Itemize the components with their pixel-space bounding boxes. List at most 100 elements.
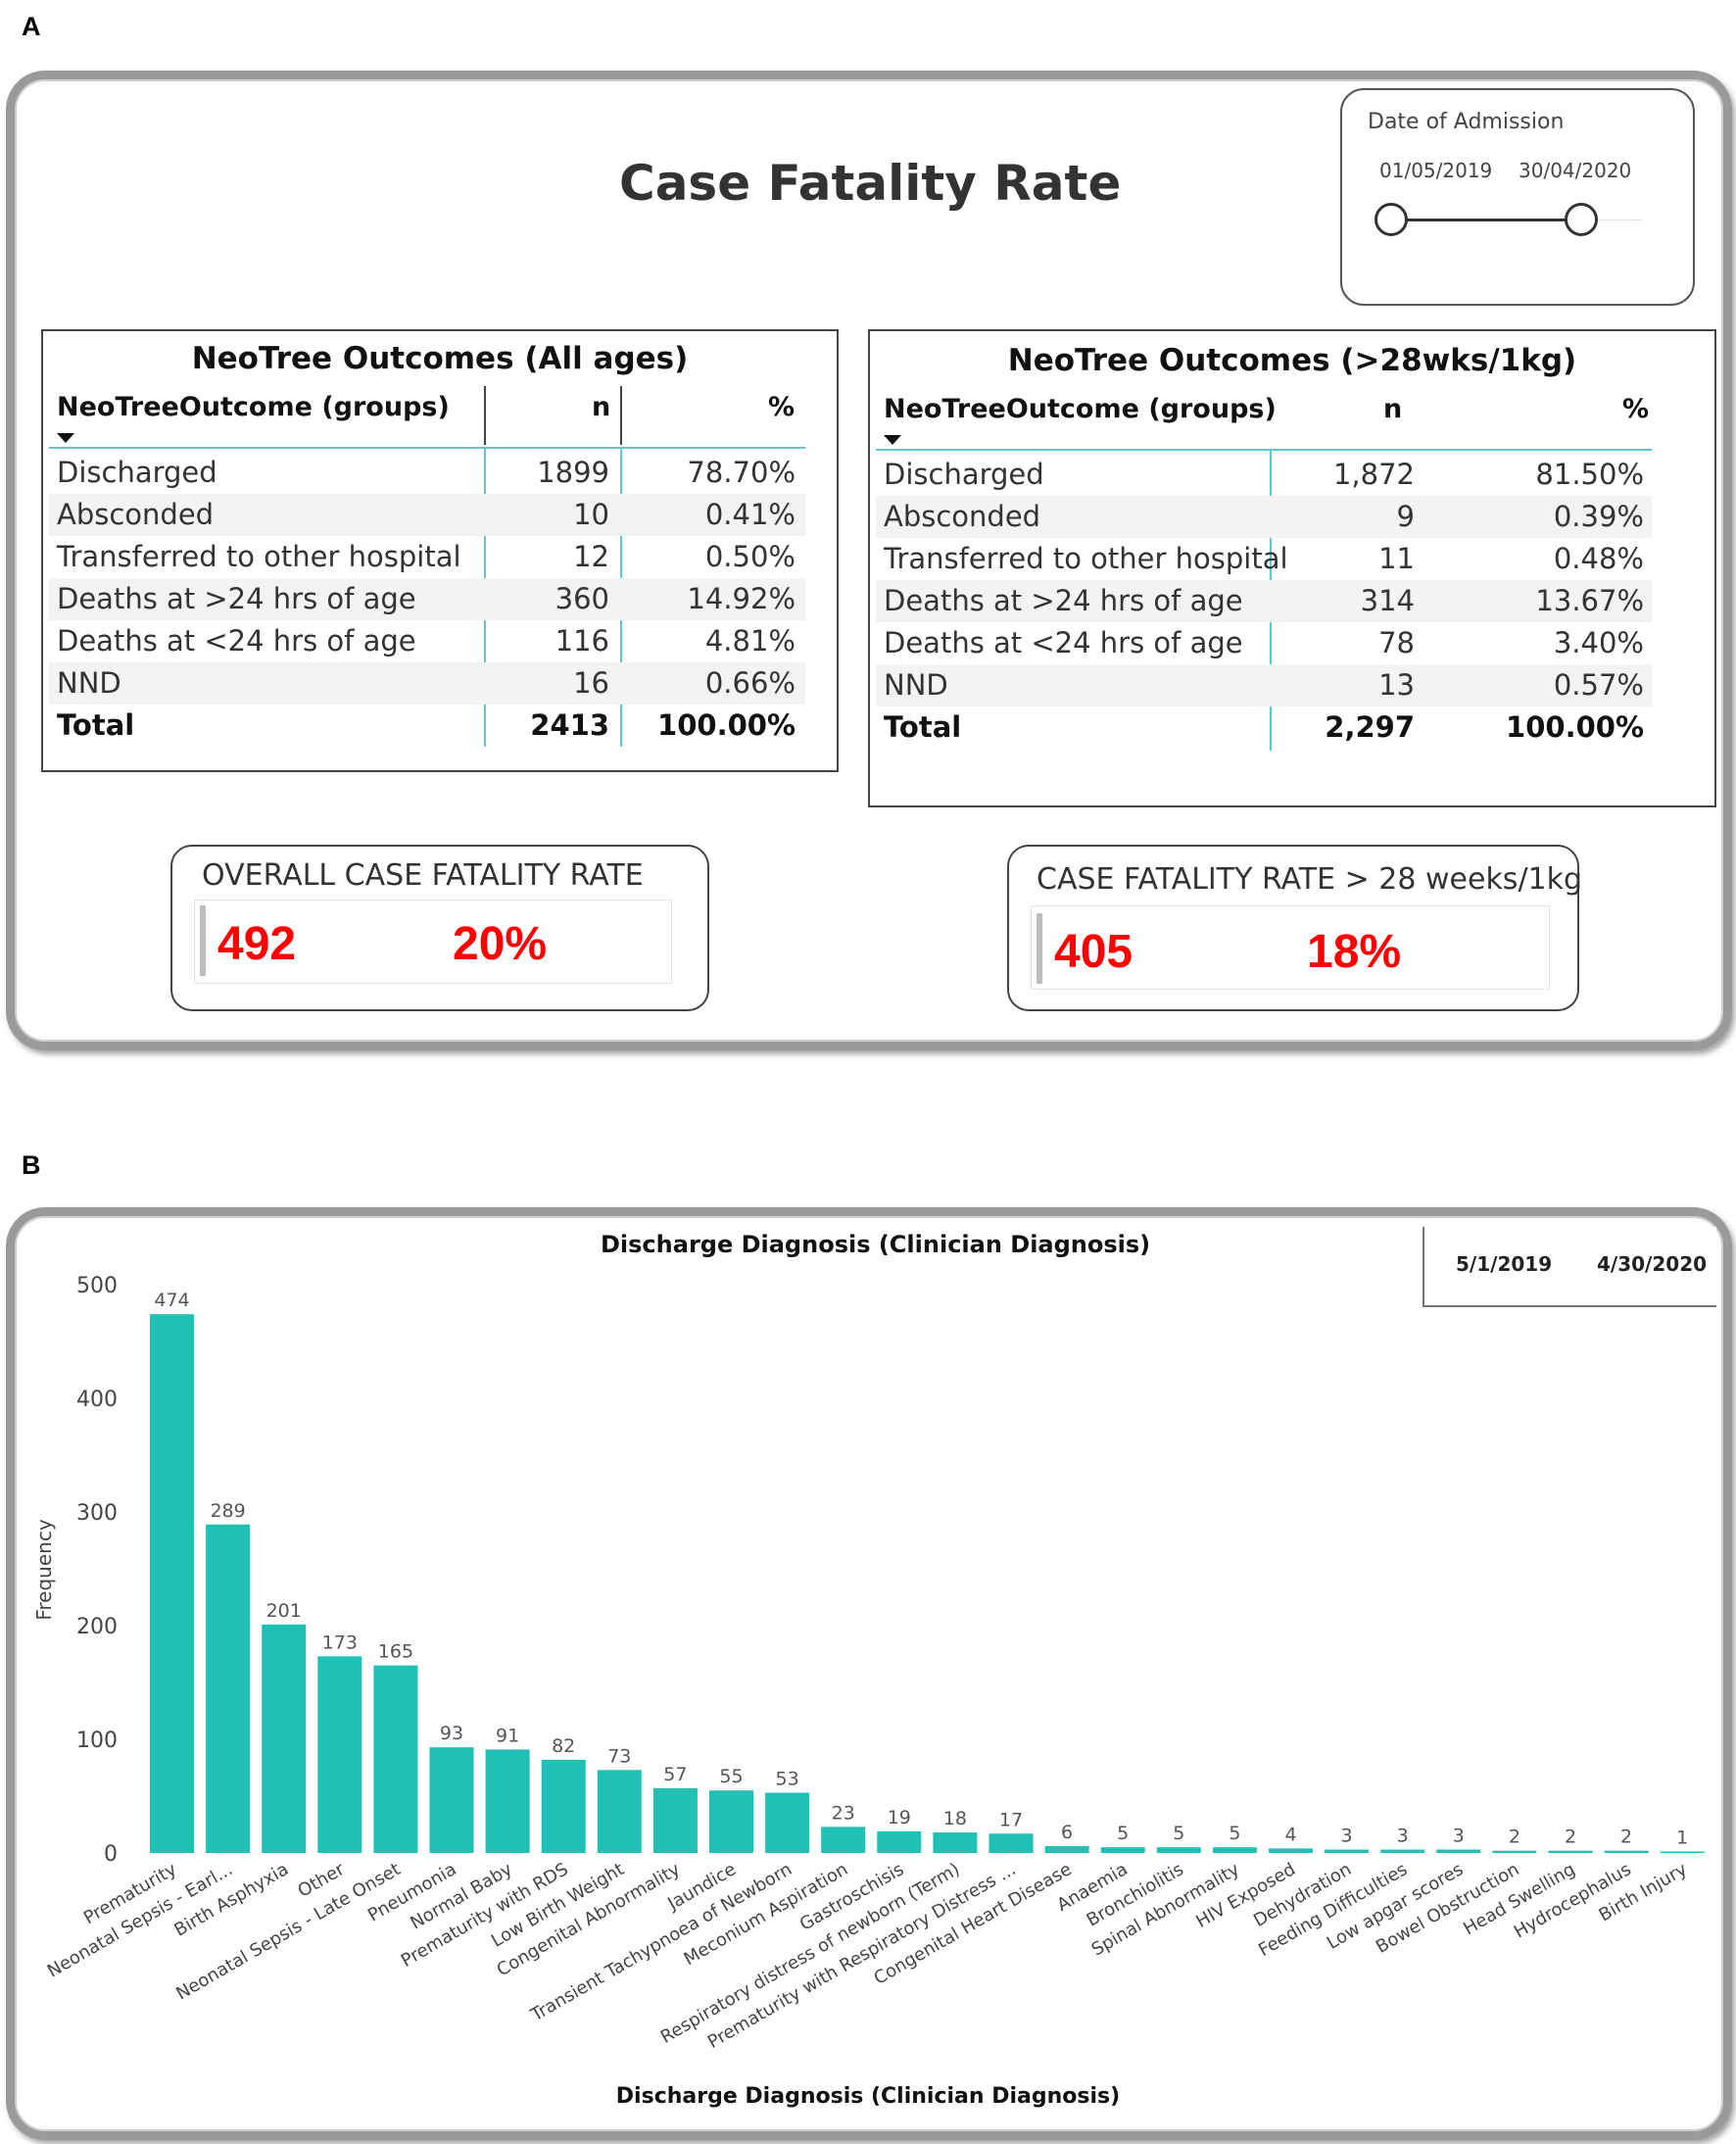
date-slicer-start: 01/05/2019	[1379, 159, 1493, 182]
total-pct: 100.00%	[657, 708, 796, 742]
kpi-value-box	[1031, 905, 1550, 990]
bar	[933, 1832, 978, 1853]
row-n: 1899	[537, 456, 609, 489]
bar-value-label: 5	[1173, 1823, 1184, 1844]
row-pct: 13.67%	[1535, 584, 1644, 617]
kpi-label: OVERALL CASE FATALITY RATE	[202, 858, 644, 893]
bar-value-label: 6	[1061, 1822, 1073, 1843]
bar-value-label: 289	[210, 1500, 245, 1522]
bar-value-label: 17	[999, 1809, 1023, 1830]
bar-value-label: 5	[1229, 1823, 1240, 1844]
y-tick-label: 300	[76, 1501, 118, 1526]
row-pct: 3.40%	[1553, 626, 1644, 659]
total-pct: 100.00%	[1506, 710, 1644, 744]
bar	[429, 1747, 474, 1853]
bar-value-label: 2	[1620, 1827, 1632, 1848]
row-pct: 0.66%	[704, 666, 796, 700]
sort-desc-icon[interactable]	[57, 433, 74, 443]
row-n: 10	[573, 498, 609, 531]
date-slider-start-handle[interactable]	[1374, 203, 1408, 236]
header-underline	[876, 449, 1652, 451]
panel-label-a: A	[22, 12, 41, 41]
column-header-outcome[interactable]: NeoTreeOutcome (groups)	[57, 392, 450, 422]
panel-label-b: B	[22, 1150, 41, 1180]
table-title: NeoTree Outcomes (All ages)	[191, 341, 689, 376]
bar-value-label: 2	[1565, 1827, 1576, 1848]
outcomes-all-ages-table: NeoTree Outcomes (All ages) NeoTreeOutco…	[41, 329, 839, 772]
column-header-pct[interactable]: %	[1622, 394, 1650, 424]
table-row: Discharged 1899 78.70%	[49, 452, 805, 494]
column-header-pct[interactable]: %	[768, 392, 796, 422]
y-tick-label: 200	[76, 1615, 118, 1639]
chart-title: Discharge Diagnosis (Clinician Diagnosis…	[601, 1231, 1151, 1258]
kpi-count: 492	[217, 918, 297, 970]
table-row: Transferred to other hospital 12 0.50%	[49, 536, 805, 578]
bar	[1492, 1850, 1537, 1853]
bar-value-label: 1	[1676, 1827, 1688, 1849]
outcomes-28wks-table: NeoTree Outcomes (>28wks/1kg) NeoTreeOut…	[868, 329, 1716, 807]
row-pct: 0.57%	[1553, 668, 1644, 702]
bar-value-label: 474	[154, 1290, 189, 1311]
overall-cfr-card: OVERALL CASE FATALITY RATE 492 20%	[170, 845, 709, 1011]
table-row: Deaths at >24 hrs of age 314 13.67%	[876, 580, 1652, 622]
bar	[709, 1790, 753, 1853]
bar	[1044, 1846, 1089, 1853]
bar-value-label: 53	[776, 1769, 799, 1790]
table-row: Discharged 1,872 81.50%	[876, 454, 1652, 496]
bar	[1660, 1851, 1705, 1853]
date-range-end: 4/30/2020	[1597, 1252, 1708, 1276]
bar	[262, 1624, 307, 1853]
bar	[1548, 1850, 1593, 1853]
bar	[597, 1770, 642, 1853]
total-label: Total	[884, 710, 962, 744]
kpi-label: CASE FATALITY RATE > 28 weeks/1kg	[1037, 862, 1583, 897]
bar-value-label: 5	[1117, 1823, 1129, 1844]
kpi-rate: 18%	[1307, 926, 1402, 978]
row-label: Discharged	[57, 456, 217, 489]
bar	[877, 1830, 922, 1853]
date-slider-track-rest	[1583, 219, 1642, 220]
cfr-28wks-card: CASE FATALITY RATE > 28 weeks/1kg 405 18…	[1007, 845, 1583, 1011]
column-header-outcome[interactable]: NeoTreeOutcome (groups)	[884, 394, 1277, 424]
date-slider-track	[1391, 219, 1583, 221]
bar	[1436, 1849, 1481, 1853]
bar-value-label: 93	[440, 1723, 463, 1744]
row-label: Absconded	[884, 500, 1041, 533]
table-row: Absconded 9 0.39%	[876, 496, 1652, 538]
bar-value-label: 91	[496, 1725, 519, 1746]
table-row: NND 16 0.66%	[49, 662, 805, 705]
date-slider-end-handle[interactable]	[1565, 203, 1598, 236]
bar	[150, 1314, 194, 1853]
date-range-start: 5/1/2019	[1456, 1252, 1553, 1276]
y-axis-title: Frequency	[32, 1519, 56, 1620]
row-pct: 14.92%	[687, 582, 796, 615]
kpi-accent-bar	[200, 905, 206, 976]
row-label: Deaths at <24 hrs of age	[57, 624, 416, 658]
row-label: Transferred to other hospital	[884, 542, 1288, 575]
row-n: 314	[1360, 584, 1415, 617]
bar-value-label: 2	[1509, 1827, 1520, 1848]
row-n: 11	[1378, 542, 1415, 575]
bar-value-label: 165	[378, 1641, 413, 1663]
table-row: Deaths at <24 hrs of age 116 4.81%	[49, 620, 805, 662]
column-header-n[interactable]: n	[1383, 394, 1403, 424]
total-n: 2,297	[1325, 710, 1415, 744]
row-n: 360	[555, 582, 609, 615]
bar-value-label: 23	[832, 1802, 855, 1824]
date-slicer[interactable]: Date of Admission 01/05/2019 30/04/2020	[1340, 88, 1695, 306]
bar	[821, 1827, 866, 1853]
bar	[485, 1749, 530, 1853]
table-row: Absconded 10 0.41%	[49, 494, 805, 536]
bar-value-label: 201	[266, 1600, 302, 1622]
sort-desc-icon[interactable]	[884, 435, 901, 445]
kpi-count: 405	[1054, 926, 1133, 978]
bar	[652, 1787, 698, 1853]
bar-value-label: 3	[1341, 1826, 1353, 1847]
y-tick-label: 400	[76, 1388, 118, 1412]
bar	[1156, 1847, 1201, 1853]
y-tick-label: 500	[76, 1274, 118, 1298]
row-n: 13	[1378, 668, 1415, 702]
column-header-n[interactable]: n	[592, 392, 611, 422]
bar	[765, 1792, 810, 1853]
row-pct: 4.81%	[704, 624, 796, 658]
